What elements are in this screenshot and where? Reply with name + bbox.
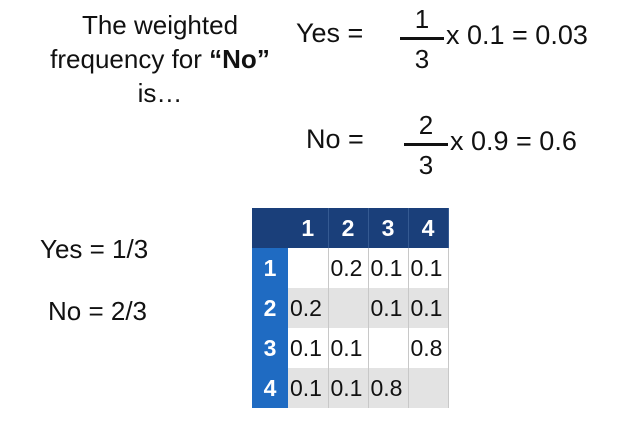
heading-line-2-text: frequency for (50, 44, 210, 74)
no-fraction-denominator: 3 (418, 150, 434, 180)
matrix-row-header: 2 (252, 288, 288, 328)
heading-line-2: frequency for “No” (34, 42, 286, 76)
matrix-cell: 0.1 (328, 328, 369, 368)
heading-line-2-bold: “No” (209, 44, 270, 74)
prior-yes: Yes = 1/3 (40, 234, 149, 264)
matrix-cell: 0.1 (408, 288, 449, 328)
no-equation-label: No = (306, 124, 364, 154)
distance-matrix: 1 2 3 4 1 0.2 0.1 0.1 2 0.2 0.1 0.1 3 0.… (252, 208, 449, 408)
matrix-cell (328, 288, 369, 328)
matrix-cell: 0.1 (368, 248, 409, 288)
yes-equation-label: Yes = (296, 18, 364, 48)
matrix-col-header: 3 (368, 208, 409, 248)
matrix-col-header: 2 (328, 208, 369, 248)
matrix-col-header: 4 (408, 208, 449, 248)
matrix-header-row: 1 2 3 4 (252, 208, 449, 248)
yes-fraction-denominator: 3 (414, 44, 430, 74)
matrix-cell: 0.1 (408, 248, 449, 288)
yes-fraction-bar (400, 37, 444, 40)
matrix-corner (252, 208, 288, 248)
matrix-cell: 0.8 (408, 328, 449, 368)
no-fraction-bar (404, 143, 448, 146)
yes-equation-result: x 0.1 = 0.03 (446, 20, 588, 50)
matrix-cell: 0.1 (288, 368, 329, 408)
matrix-cell (408, 368, 449, 408)
matrix-row-header: 3 (252, 328, 288, 368)
matrix-col-header: 1 (288, 208, 329, 248)
matrix-row: 2 0.2 0.1 0.1 (252, 288, 449, 328)
matrix-cell (368, 328, 409, 368)
matrix-row: 1 0.2 0.1 0.1 (252, 248, 449, 288)
matrix-cell: 0.8 (368, 368, 409, 408)
heading-line-3: is… (137, 78, 183, 108)
no-equation-result: x 0.9 = 0.6 (450, 126, 577, 156)
heading-line-1: The weighted (81, 10, 239, 40)
matrix-row-header: 4 (252, 368, 288, 408)
matrix-row: 4 0.1 0.1 0.8 (252, 368, 449, 408)
matrix-row: 3 0.1 0.1 0.8 (252, 328, 449, 368)
prior-no: No = 2/3 (48, 296, 148, 326)
matrix-cell: 0.2 (288, 288, 329, 328)
matrix-cell: 0.1 (288, 328, 329, 368)
matrix-row-header: 1 (252, 248, 288, 288)
matrix-cell: 0.1 (328, 368, 369, 408)
yes-fraction-numerator: 1 (414, 4, 430, 34)
heading: The weighted frequency for “No” is… (34, 8, 286, 110)
no-fraction-numerator: 2 (418, 110, 434, 140)
matrix-cell: 0.1 (368, 288, 409, 328)
matrix-cell (288, 248, 329, 288)
matrix-cell: 0.2 (328, 248, 369, 288)
